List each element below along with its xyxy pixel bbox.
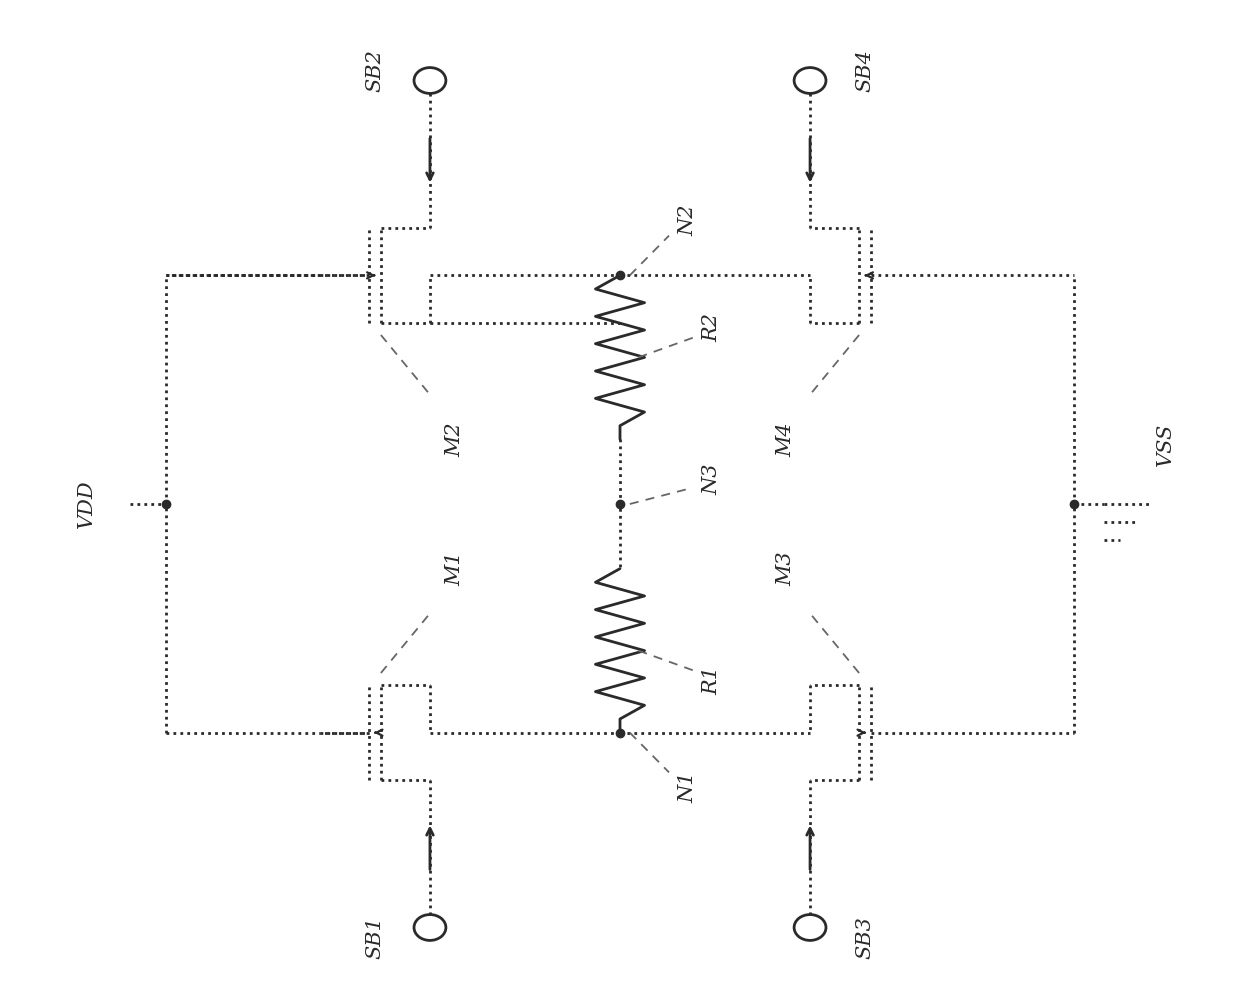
Text: M1: M1 bbox=[445, 551, 464, 586]
Text: VDD: VDD bbox=[77, 480, 97, 528]
Text: R1: R1 bbox=[702, 666, 722, 695]
Text: N3: N3 bbox=[702, 464, 722, 495]
Text: SB4: SB4 bbox=[856, 49, 874, 92]
Text: N1: N1 bbox=[678, 771, 697, 803]
Text: VSS: VSS bbox=[1156, 422, 1176, 466]
Text: M4: M4 bbox=[776, 422, 795, 457]
Text: SB1: SB1 bbox=[366, 916, 384, 959]
Text: SB3: SB3 bbox=[856, 916, 874, 959]
Text: M3: M3 bbox=[776, 551, 795, 586]
Text: N2: N2 bbox=[678, 205, 697, 237]
Text: M2: M2 bbox=[445, 422, 464, 457]
Text: R2: R2 bbox=[702, 313, 722, 342]
Text: SB2: SB2 bbox=[366, 49, 384, 92]
